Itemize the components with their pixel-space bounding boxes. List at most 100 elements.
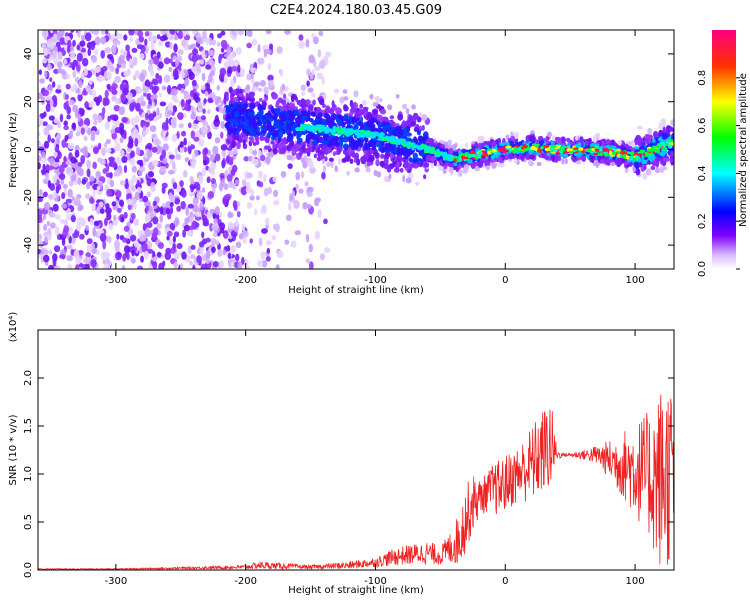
spectrogram-cell [238,233,244,240]
spectrogram-cell [94,49,99,56]
spectrogram-cell [609,161,616,167]
spectrogram-cell [251,77,255,85]
spectrogram-core-cell [446,158,453,162]
spectrogram-cell [242,138,246,146]
spectrogram-core-cell [450,155,455,160]
spectrogram-core-cell [365,134,371,139]
spectrogram-cell [268,151,275,158]
spectrogram-cell [246,73,252,81]
spectrogram-cell [636,125,643,130]
spectrogram-cell [106,59,112,69]
spectrogram-cell [182,229,187,238]
spectrogram-cell [235,47,242,55]
spectrogram-cell [283,93,287,100]
spectrogram-cell [112,114,119,121]
spectrogram-cell [206,176,211,184]
spectrogram-cell [240,115,245,123]
spectrogram-cell [45,103,51,113]
spectrogram-cell [220,144,228,151]
spectrogram-cell [246,172,253,179]
spectrogram-cell [330,145,335,151]
spectrogram-cell [642,159,648,165]
spectrogram-cell [371,118,378,123]
spectrogram-cell [223,194,230,200]
spectrogram-cell [114,243,120,252]
spectrogram-cell [50,222,56,229]
spectrogram-cell [52,151,58,158]
spectrogram-cell [199,201,204,211]
spectrogram-cell [354,112,360,119]
spectrogram-cell [174,58,180,67]
spectrogram-cell [308,54,315,64]
spectrogram-cell [106,212,112,221]
spectrogram-cell [310,92,316,98]
spectrogram-cell [86,159,91,169]
spectrogram-cell [63,58,68,65]
spectrogram-cell [81,57,89,67]
spectrogram-cell [658,130,663,137]
spectrogram-cell [453,151,459,156]
spectrogram-cell [330,160,334,168]
spectrogram-cell [189,225,195,231]
spectrogram-cell [123,211,128,219]
spectrogram-cell [38,248,41,254]
spectrogram-cell [101,65,108,72]
spectrogram-cell [139,73,146,82]
spectrogram-cell [185,207,190,216]
spectrogram-cell [395,94,400,99]
spectrogram-cell [202,108,206,114]
spectrogram-cell [263,173,267,183]
spectrogram-cell [322,165,327,173]
spectrogram-cell [304,181,309,187]
spectrogram-cell [392,129,397,136]
spectrogram-core-cell [392,137,397,142]
spectrogram-cell [252,131,256,137]
spectrogram-cell [135,146,141,156]
spectrogram-x-axis-label: Height of straight line (km) [288,285,424,296]
figure-title: C2E4.2024.180.03.45.G09 [270,3,442,18]
spectrogram-cell [298,137,303,143]
spectrogram-core-cell [634,152,639,156]
spectrogram-cell [167,230,173,237]
spectrogram-cell [317,146,321,153]
spectrogram-cell [561,136,566,144]
spectrogram-core-cell [420,144,426,149]
spectrogram-cell [288,115,295,121]
spectrogram-cell [405,132,412,137]
spectrogram-cell [144,79,151,88]
spectrogram-cell [107,115,111,122]
spectrogram-cell [180,200,186,210]
spectrogram-cell [141,243,147,253]
spectrogram-cell [577,142,582,149]
spectrogram-cell [294,230,302,236]
spectrogram-cell [70,156,77,164]
spectrogram-cell [492,142,496,147]
spectrogram-cell [270,136,277,141]
spectrogram-cell [243,122,250,128]
spectrogram-cell [70,30,75,33]
spectrogram-cell [195,222,200,228]
spectrogram-cell [86,41,94,49]
snr-y-axis-label: SNR (10 * v/v) [8,414,19,485]
spectrogram-cell [253,158,259,166]
spectrogram-cell [617,139,622,146]
spectrogram-cell [389,115,395,120]
snr-x-axis-label: Height of straight line (km) [288,585,424,596]
spectrogram-cell [194,181,200,187]
spectrogram-cell [71,236,76,245]
spectrogram-cell [225,108,230,115]
spectrogram-cell [172,55,177,61]
spectrogram-cell [172,235,177,243]
spectrogram-cell [382,124,387,133]
spectrogram-cell [190,244,196,250]
spectrogram-cell [43,202,51,211]
spectrogram-cell [183,137,187,146]
spectrogram-cell [63,120,68,127]
spectrogram-cell [130,185,136,192]
spectrogram-cell [313,153,318,159]
spectrogram-cell [305,38,310,48]
spectrogram-cell [133,239,139,248]
spectrogram-cell [160,165,167,173]
